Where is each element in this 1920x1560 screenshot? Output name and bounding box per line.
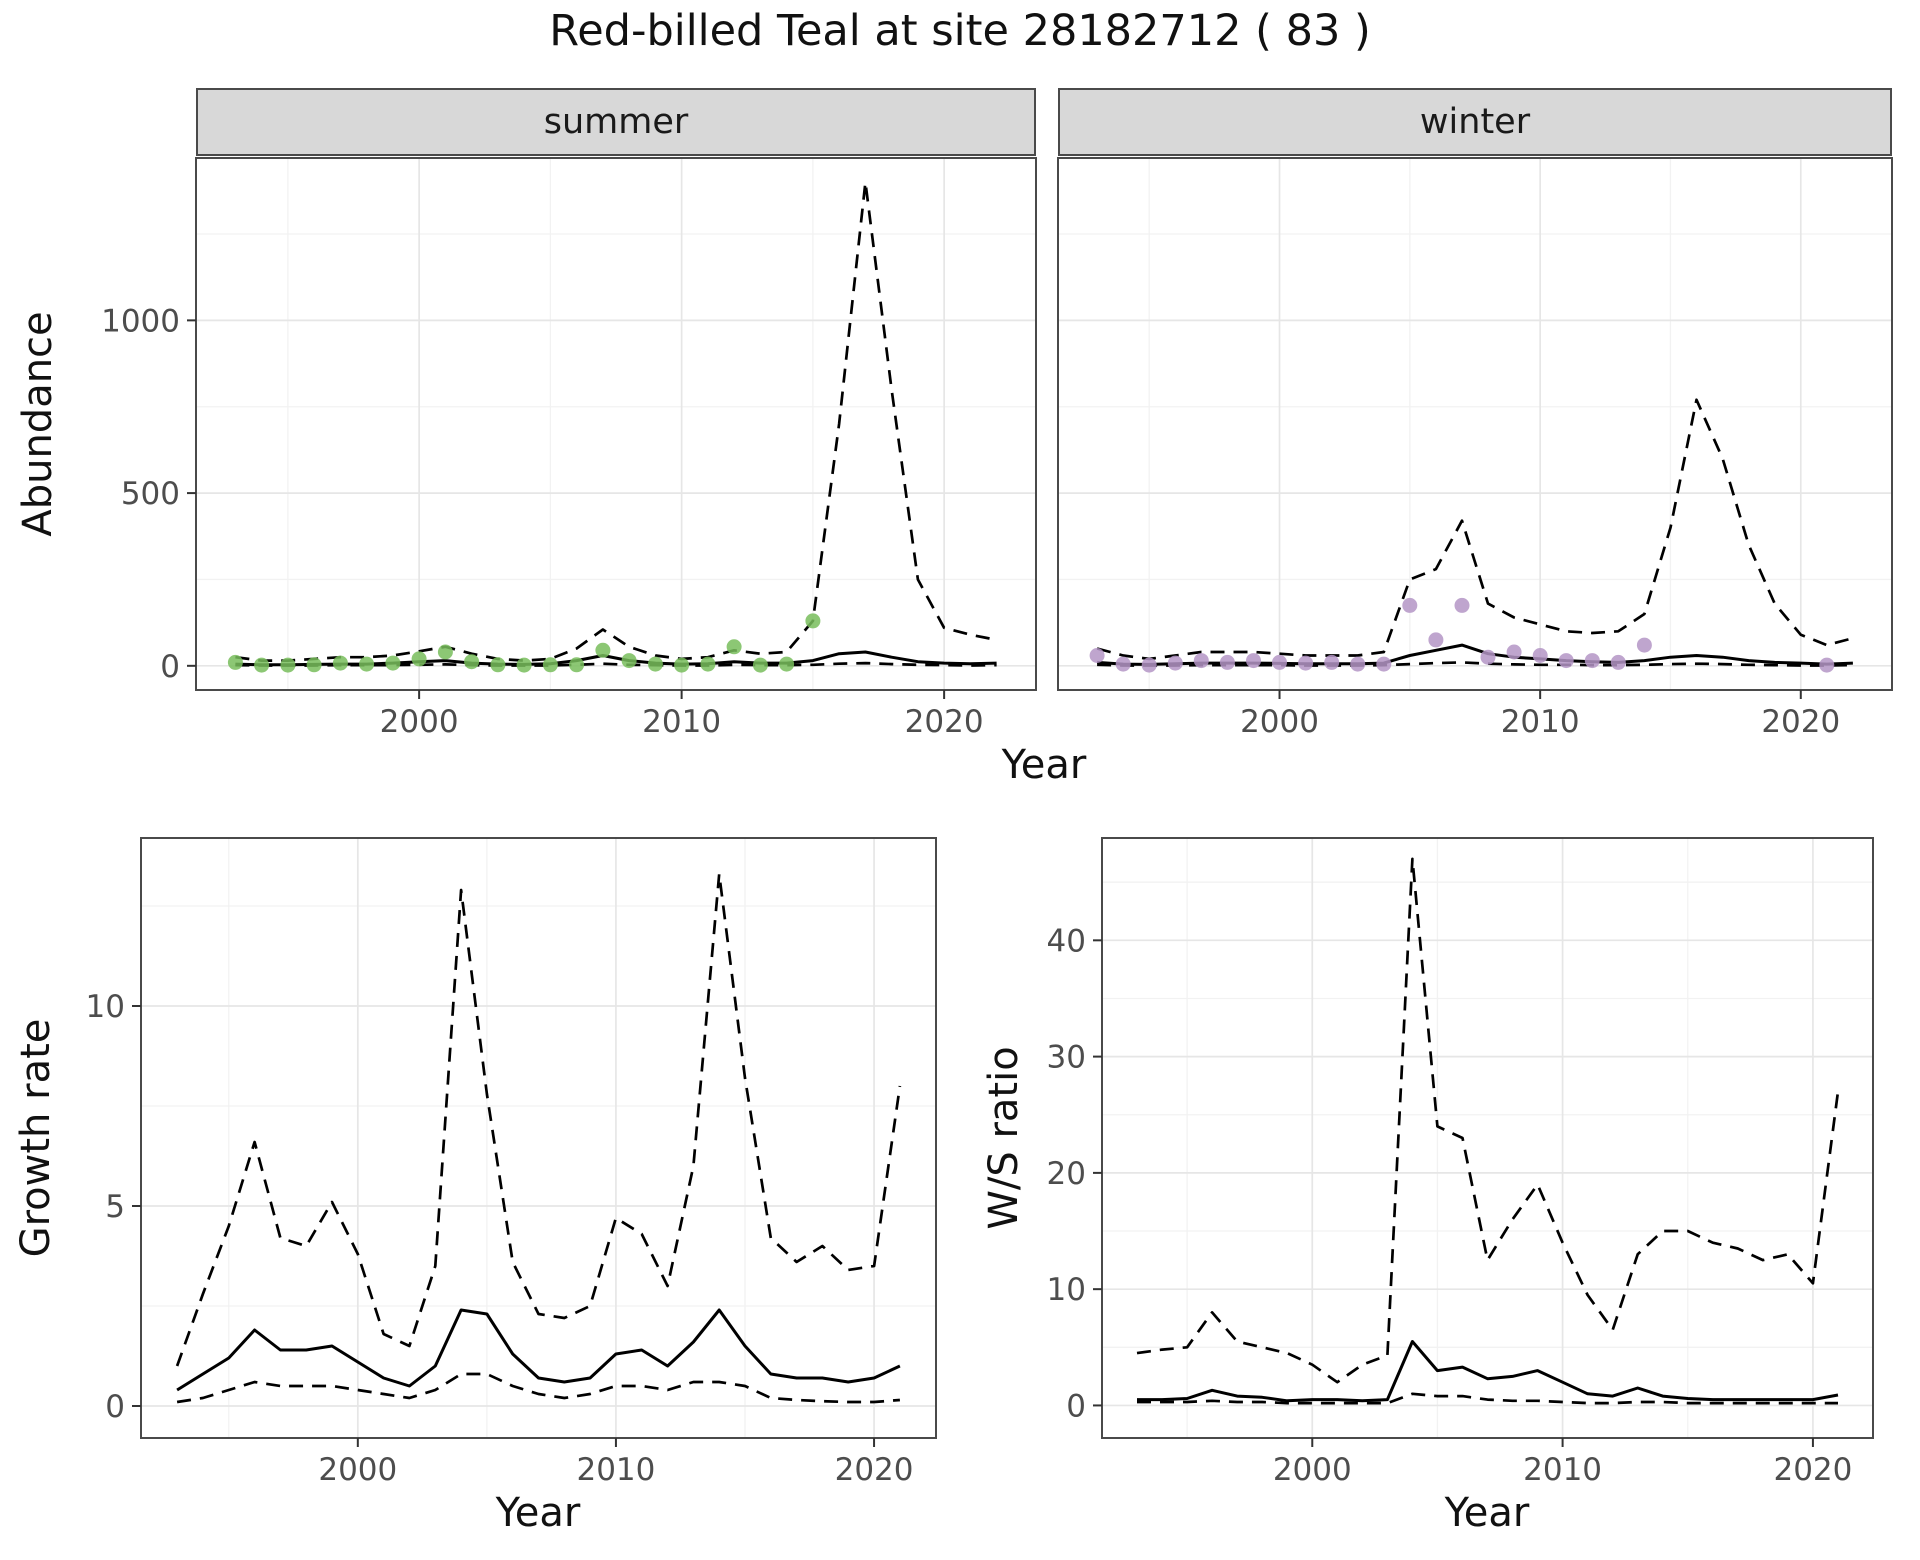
facet-strip-winter: winter bbox=[1058, 88, 1892, 156]
x-axis-label-ws-ratio: Year bbox=[1444, 1490, 1530, 1536]
abundance-winter-plot: 2000 2010 2020 bbox=[1057, 157, 1893, 740]
facet-strip-summer: summer bbox=[196, 88, 1036, 156]
svg-text:2000: 2000 bbox=[380, 704, 459, 740]
svg-text:2020: 2020 bbox=[1773, 1452, 1852, 1488]
facet-strip-winter-label: winter bbox=[1419, 102, 1531, 142]
svg-text:10: 10 bbox=[86, 989, 125, 1025]
svg-text:2020: 2020 bbox=[905, 704, 984, 740]
svg-text:2010: 2010 bbox=[1501, 704, 1580, 740]
svg-text:2010: 2010 bbox=[642, 704, 721, 740]
growth-rate-plot: 2000 2010 2020 0 5 10 bbox=[86, 837, 937, 1488]
y-axis-label-abundance: Abundance bbox=[15, 311, 61, 537]
svg-text:2000: 2000 bbox=[1240, 704, 1319, 740]
svg-text:10: 10 bbox=[1047, 1272, 1086, 1308]
svg-text:0: 0 bbox=[105, 1389, 125, 1425]
svg-text:2020: 2020 bbox=[1761, 704, 1840, 740]
x-axis-label-top: Year bbox=[1001, 742, 1087, 788]
svg-text:0: 0 bbox=[160, 649, 180, 685]
svg-text:40: 40 bbox=[1047, 923, 1086, 959]
svg-text:2000: 2000 bbox=[1273, 1452, 1352, 1488]
svg-text:2010: 2010 bbox=[1523, 1452, 1602, 1488]
svg-text:2000: 2000 bbox=[318, 1452, 397, 1488]
svg-text:5: 5 bbox=[105, 1189, 125, 1225]
x-axis-label-growth-rate: Year bbox=[495, 1490, 581, 1536]
svg-text:30: 30 bbox=[1047, 1040, 1086, 1076]
figure-title: Red-billed Teal at site 28182712 ( 83 ) bbox=[549, 6, 1371, 56]
facet-strip-summer-label: summer bbox=[543, 102, 689, 142]
svg-text:2010: 2010 bbox=[576, 1452, 655, 1488]
ws-ratio-plot: 2000 2010 2020 0 10 20 30 40 bbox=[1047, 837, 1874, 1488]
svg-text:500: 500 bbox=[121, 476, 180, 512]
abundance-summer-plot: 2000 2010 2020 0 500 1000 bbox=[101, 157, 1037, 740]
svg-text:1000: 1000 bbox=[101, 303, 180, 339]
svg-text:0: 0 bbox=[1066, 1388, 1086, 1424]
svg-text:20: 20 bbox=[1047, 1156, 1086, 1192]
svg-text:2020: 2020 bbox=[835, 1452, 914, 1488]
